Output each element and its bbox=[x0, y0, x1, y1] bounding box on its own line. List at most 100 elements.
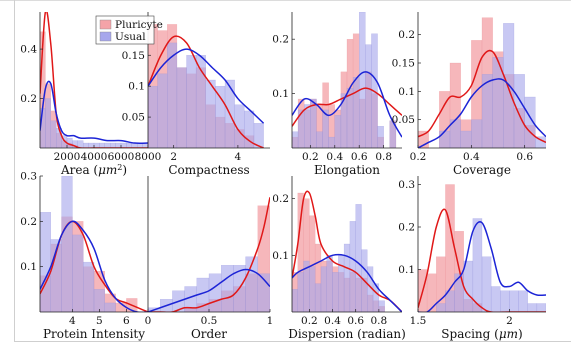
x-tick-label: 4 bbox=[235, 151, 242, 163]
usual-bar bbox=[93, 289, 106, 312]
y-tick-label: 0.15 bbox=[392, 58, 415, 70]
x-axis-label: Order bbox=[191, 327, 227, 341]
frame-left-border bbox=[14, 0, 15, 342]
x-tick-label: 2000 bbox=[54, 151, 81, 163]
usual-bar bbox=[365, 44, 372, 148]
x-tick-label: 0.2 bbox=[410, 151, 427, 163]
usual-bar bbox=[292, 131, 299, 148]
y-tick-label: 0.3 bbox=[20, 171, 37, 183]
x-tick-label: 0.5 bbox=[201, 315, 218, 327]
y-tick-label: 0.1 bbox=[398, 264, 415, 276]
x-tick-label: 0 bbox=[145, 315, 152, 327]
x-axis-label: Spacing (μm) bbox=[441, 327, 522, 341]
x-axis-label-close: ) bbox=[122, 163, 127, 177]
usual-bar bbox=[82, 261, 95, 312]
pluricyte-density-curve bbox=[148, 35, 264, 148]
usual-bar bbox=[536, 303, 546, 312]
usual-bar bbox=[297, 272, 304, 312]
usual-bar bbox=[61, 176, 73, 312]
frame-bottom-border bbox=[14, 341, 571, 342]
usual-bar bbox=[359, 12, 366, 148]
usual-bar bbox=[205, 79, 216, 148]
usual-bar bbox=[509, 290, 519, 312]
x-axis-label: Dispersion (radian) bbox=[288, 327, 406, 341]
y-tick-label: 0.2 bbox=[272, 193, 289, 205]
usual-bar bbox=[292, 289, 298, 312]
pluricyte-density-curve bbox=[148, 197, 270, 312]
x-tick-label: 1 bbox=[267, 315, 274, 327]
x-tick-label: 0.4 bbox=[463, 151, 480, 163]
plot-area bbox=[418, 17, 546, 148]
usual-bar bbox=[355, 204, 362, 312]
x-tick-label: 6000 bbox=[108, 151, 135, 163]
usual-bar bbox=[310, 98, 317, 148]
plot-area bbox=[292, 12, 402, 148]
x-tick-label: 0.6 bbox=[351, 151, 368, 163]
y-tick-label: 0.4 bbox=[20, 44, 37, 56]
usual-bar bbox=[372, 283, 380, 312]
usual-bar bbox=[208, 273, 222, 312]
usual-bar bbox=[50, 120, 57, 148]
usual-bar bbox=[500, 290, 510, 312]
panel-5: 4 5 6 0.1 0.2 0.3 Protein Intensity bbox=[20, 171, 148, 341]
usual-bar bbox=[436, 303, 446, 312]
panel-1: 2000 4000 6000 8000 0.2 0.4 Area (μm2) bbox=[20, 12, 162, 178]
plot-area bbox=[292, 190, 402, 312]
usual-bar bbox=[352, 77, 360, 148]
y-tick-label: 0.1 bbox=[128, 81, 145, 93]
x-tick-label: 0.4 bbox=[324, 315, 341, 327]
x-axis-label-unit: μm bbox=[98, 163, 117, 177]
panel-8: 1.5 2 0.1 0.2 0.3 Spacing (μm) bbox=[398, 176, 546, 341]
x-tick-label: 0.6 bbox=[516, 151, 533, 163]
usual-bar bbox=[176, 67, 187, 148]
usual-bar bbox=[481, 256, 492, 312]
pluricyte-density-curve bbox=[292, 190, 402, 312]
usual-bar bbox=[471, 119, 483, 148]
legend-swatch-usual bbox=[99, 31, 112, 42]
usual-bar bbox=[72, 234, 84, 312]
usual-bar bbox=[45, 98, 52, 148]
usual-bar bbox=[338, 255, 345, 312]
usual-density-curve bbox=[292, 71, 402, 138]
y-tick-label: 0.05 bbox=[122, 112, 145, 124]
usual-bar bbox=[343, 243, 351, 312]
y-tick-label: 0.2 bbox=[20, 216, 37, 228]
pluricyte-bar bbox=[418, 130, 429, 148]
usual-bar bbox=[518, 290, 528, 312]
usual-bar bbox=[82, 142, 89, 148]
pluricyte-bar bbox=[449, 62, 461, 148]
y-tick-label: 0.1 bbox=[20, 261, 37, 273]
usual-bar bbox=[220, 265, 234, 312]
panel-6: 0 0.5 1 Order bbox=[145, 176, 274, 341]
x-axis-label-close: ) bbox=[518, 327, 523, 341]
y-tick-label: 0.2 bbox=[398, 222, 415, 234]
x-axis-label-exponent: 2 bbox=[117, 163, 122, 172]
x-axis-label: Elongation bbox=[314, 163, 380, 177]
usual-bar bbox=[40, 212, 52, 312]
usual-bar bbox=[472, 218, 483, 312]
usual-bar bbox=[346, 87, 354, 148]
plot-area bbox=[40, 176, 148, 312]
usual-bar bbox=[56, 128, 62, 148]
usual-bar bbox=[332, 272, 339, 312]
x-tick-label: 4 bbox=[69, 315, 76, 327]
usual-bar bbox=[186, 55, 197, 148]
legend-label-pluricyte: Pluricyte bbox=[115, 19, 163, 31]
x-axis-label: Area (μm2) bbox=[60, 163, 127, 178]
pluricyte-bar bbox=[426, 273, 437, 312]
plot-area bbox=[40, 12, 148, 148]
x-axis-label-text: Spacing ( bbox=[441, 327, 499, 341]
x-tick-label: 8000 bbox=[135, 151, 162, 163]
usual-density-curve bbox=[40, 220, 148, 312]
usual-bar bbox=[463, 260, 474, 312]
pluricyte-density-curve bbox=[418, 208, 546, 312]
x-tick-label: 0.2 bbox=[301, 315, 318, 327]
usual-bar bbox=[104, 302, 116, 312]
x-axis-label-unit: μm bbox=[499, 327, 518, 341]
y-tick-label: 0.1 bbox=[272, 250, 289, 262]
usual-density-curve bbox=[418, 221, 546, 312]
usual-bar bbox=[328, 136, 335, 148]
